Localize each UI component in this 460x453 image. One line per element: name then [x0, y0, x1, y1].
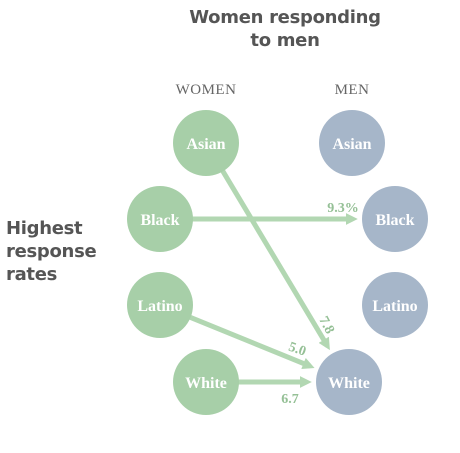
women-node-circle — [173, 110, 239, 176]
women-node-label: Latino — [137, 298, 182, 315]
women-node-asian: Asian — [173, 110, 239, 176]
rate-label-asian-to-white: 7.8 — [315, 314, 336, 336]
flow-arrow-latino-to-white — [184, 312, 315, 369]
column-header-women: WOMEN — [175, 82, 237, 98]
rate-label-layer: 9.3% 7.8 5.0 6.7 — [281, 201, 359, 407]
side-label: Highest response rates — [6, 217, 116, 286]
flow-arrow-asian-to-white — [217, 164, 330, 351]
rate-label-black-to-black: 9.3% — [327, 201, 359, 216]
women-node-label: White — [185, 375, 227, 392]
column-header-men: MEN — [334, 82, 370, 98]
men-node-circle — [362, 272, 428, 338]
chart-title-line-1: Women responding — [189, 7, 381, 28]
side-label-line-1: Highest — [6, 218, 83, 239]
rate-label-latino-to-white: 5.0 — [286, 340, 307, 360]
men-node-asian: Asian — [319, 110, 385, 176]
women-node-circle — [173, 349, 239, 415]
men-node-circle — [316, 349, 382, 415]
women-node-latino: Latino — [127, 272, 193, 338]
arrow-layer — [184, 164, 358, 389]
side-label-line-2: response — [6, 241, 97, 262]
women-node-circle — [127, 186, 193, 252]
women-node-white: White — [173, 349, 239, 415]
women-node-label: Asian — [186, 136, 225, 153]
chart-title: Women responding to men — [160, 6, 410, 52]
men-node-circle — [319, 110, 385, 176]
women-node-circle — [127, 272, 193, 338]
chart-title-line-2: to men — [250, 30, 320, 51]
men-node-label: Black — [375, 212, 414, 229]
rate-label-white-to-white: 6.7 — [281, 392, 299, 407]
women-node-label: Black — [140, 212, 179, 229]
men-node-label: Asian — [332, 136, 371, 153]
men-node-latino: Latino — [362, 272, 428, 338]
men-node-black: Black — [362, 186, 428, 252]
men-node-white: White — [316, 349, 382, 415]
men-node-label: White — [328, 375, 370, 392]
node-layer: Asian Asian Black Black Latino Latino White Whi… — [127, 110, 428, 415]
men-node-circle — [362, 186, 428, 252]
women-node-black: Black — [127, 186, 193, 252]
side-label-line-3: rates — [6, 264, 58, 285]
men-node-label: Latino — [372, 298, 417, 315]
